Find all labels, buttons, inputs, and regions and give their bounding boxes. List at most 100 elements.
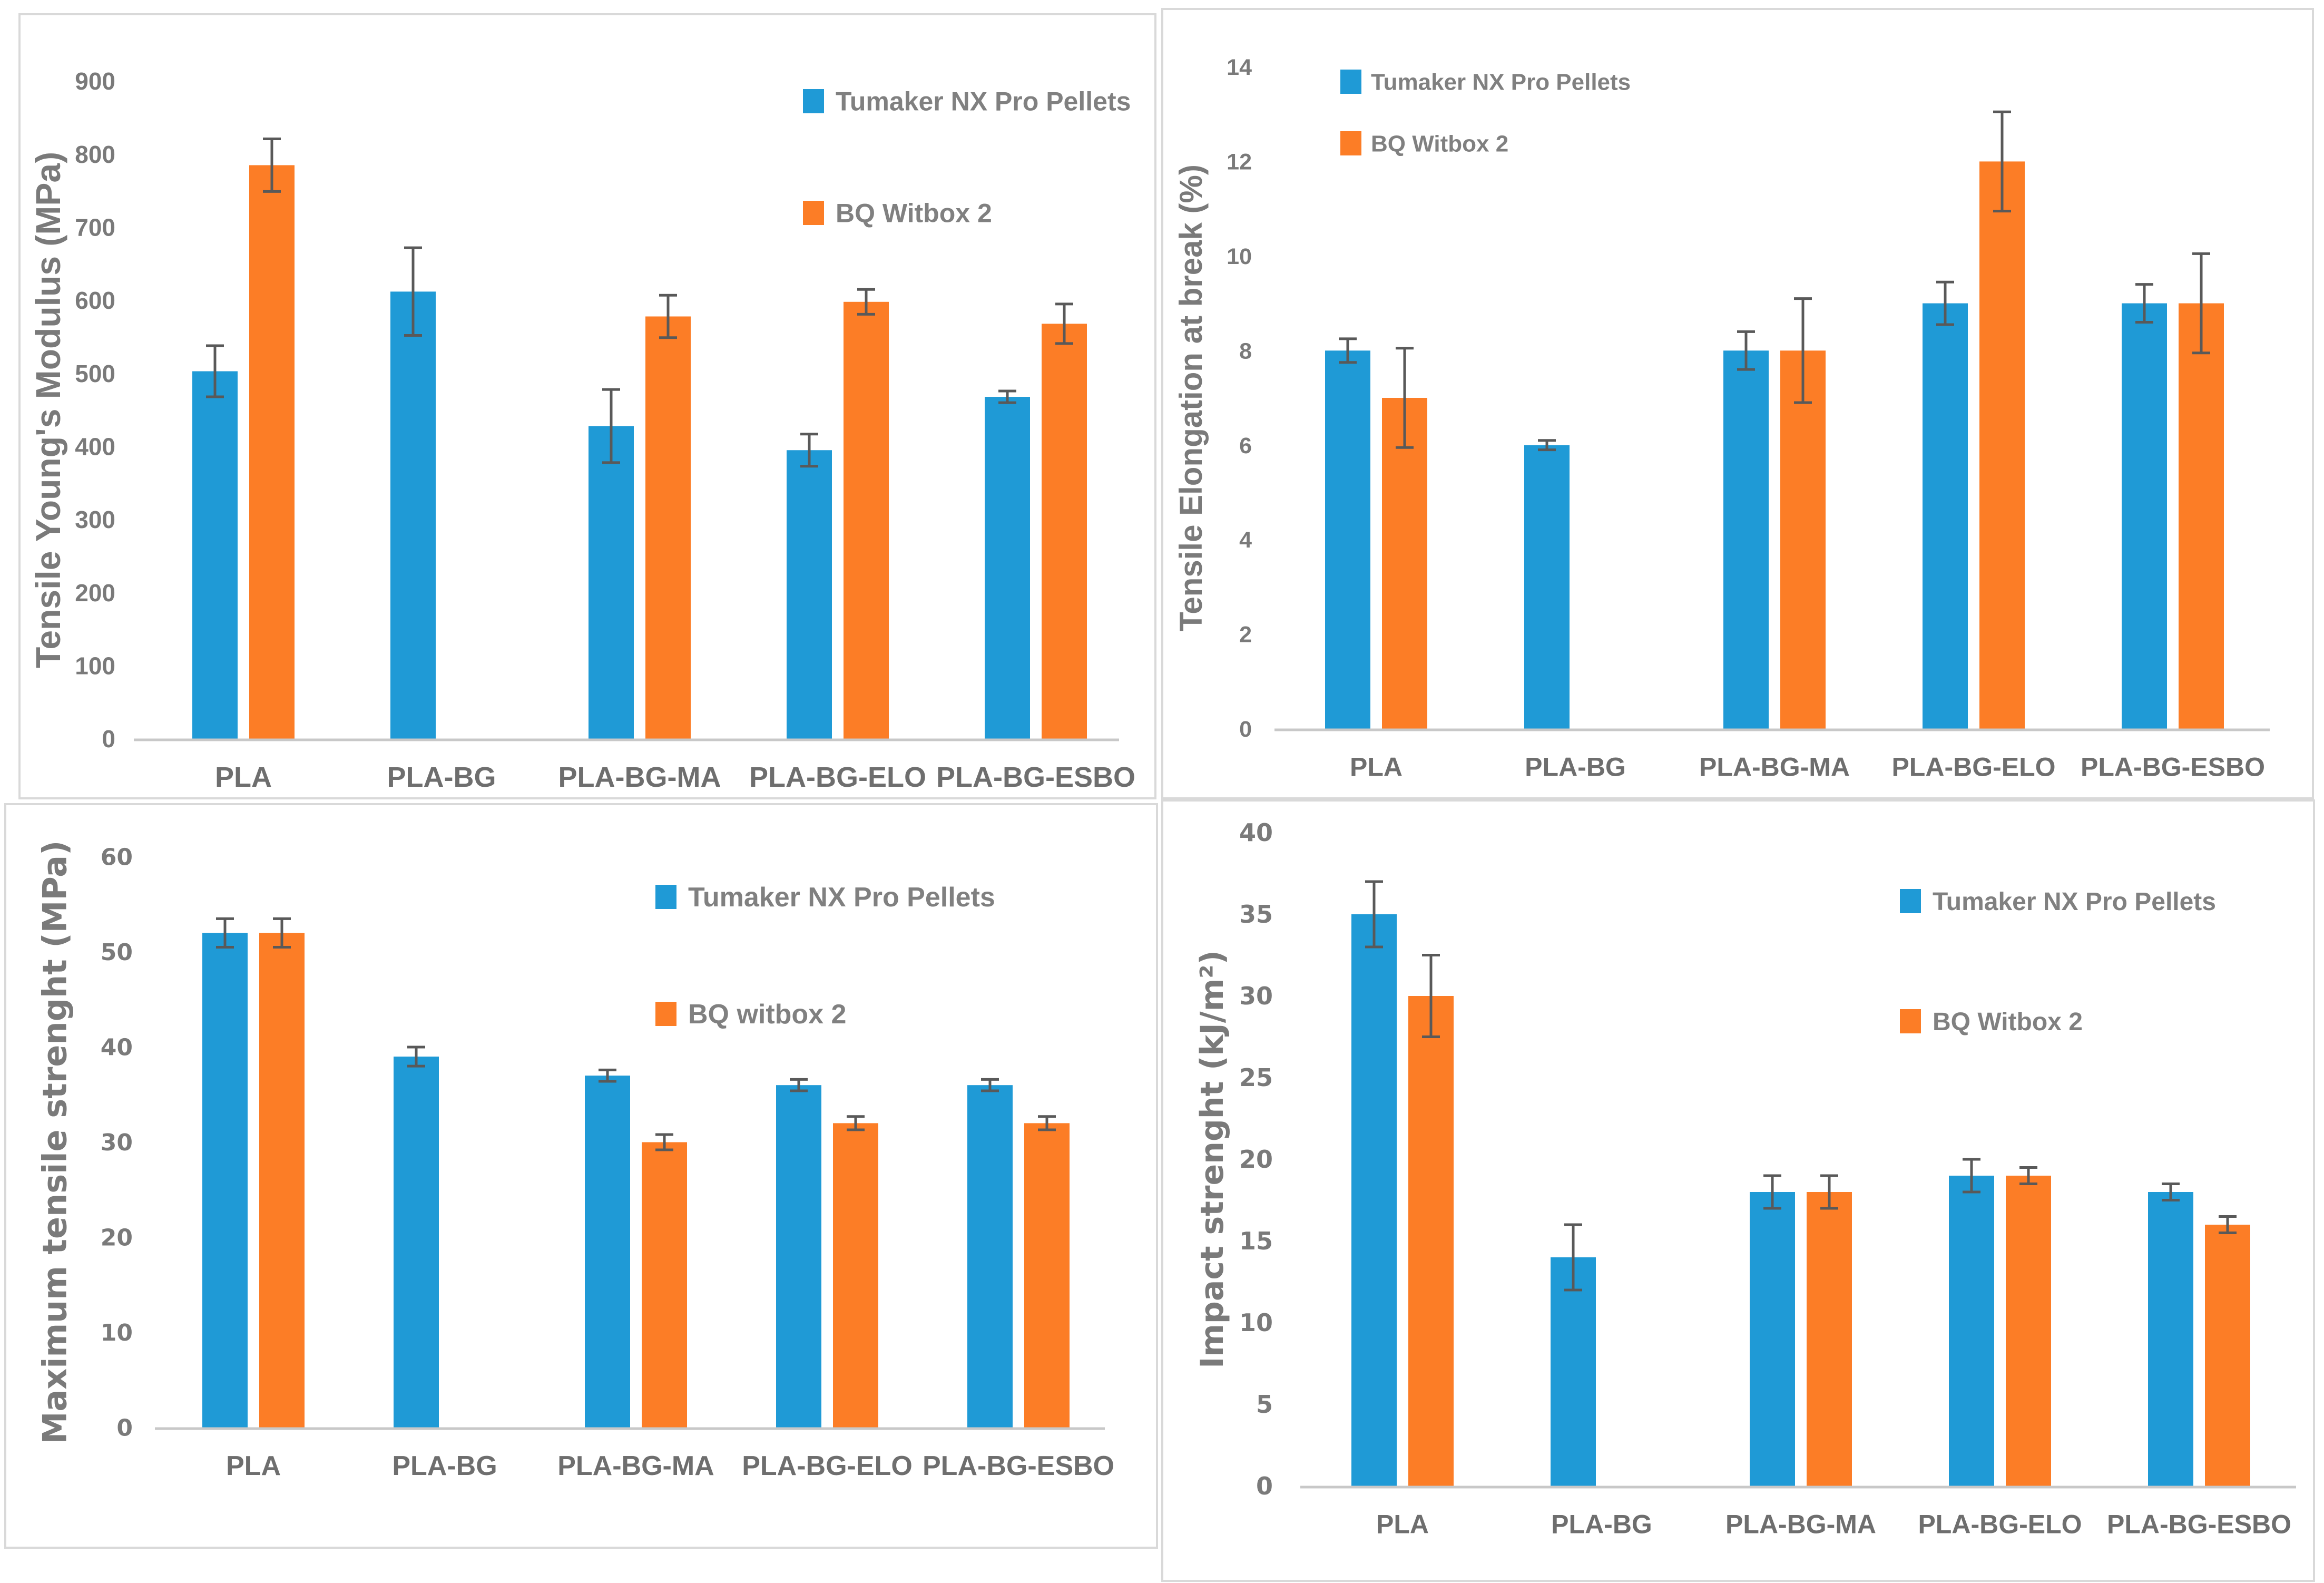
y-axis-title: Impact strenght (kJ/m²) [1194, 950, 1231, 1369]
bar [776, 1085, 821, 1428]
category-label: PLA-BG-MA [1699, 753, 1850, 782]
legend: Tumaker NX Pro Pellets BQ Witbox 2 [1340, 69, 1631, 157]
legend-label: BQ Witbox 2 [1933, 1008, 2083, 1036]
panel-tensile-elongation-chart: 0 2 4 6 8 10 12 14 Tensile Elongation at break (… [1161, 8, 2314, 799]
y-tick-label: 300 [75, 506, 115, 533]
y-tick-label: 2 [1239, 622, 1252, 648]
category-label: PLA-BG [387, 761, 496, 793]
bar [1979, 161, 2025, 729]
category-label: PLA-BG-MA [558, 761, 721, 793]
legend-label: BQ Witbox 2 [1371, 131, 1508, 157]
category-label: PLA-BG-ELO [742, 1451, 913, 1481]
bar [589, 426, 634, 739]
category-label: PLA-BG-ESBO [2107, 1510, 2291, 1539]
category-label: PLA-BG [392, 1451, 497, 1481]
legend-swatch [1340, 70, 1361, 94]
y-tick-label: 10 [1239, 1308, 1273, 1337]
y-tick-label: 6 [1239, 433, 1252, 458]
maximum-tensile-strenght-chart: 0 10 20 30 40 50 60 Maximum tensile strenght (M… [36, 841, 1114, 1482]
y-axis-tick-labels: 0 100 200 300 400 500 600 700 800 900 [75, 67, 115, 753]
bar [2205, 1225, 2250, 1486]
y-tick-label: 25 [1239, 1063, 1273, 1092]
bar [787, 450, 832, 739]
y-tick-label: 0 [1239, 717, 1252, 742]
y-tick-label: 14 [1227, 55, 1252, 80]
legend-swatch [1900, 889, 1921, 913]
legend-label: Tumaker NX Pro Pellets [1933, 888, 2216, 916]
legend-swatch [655, 885, 676, 909]
y-tick-label: 0 [102, 725, 115, 753]
y-tick-label: 10 [101, 1320, 133, 1346]
category-label: PLA [1376, 1510, 1429, 1539]
y-tick-label: 40 [1239, 818, 1273, 847]
y-tick-label: 4 [1239, 527, 1252, 553]
y-tick-label: 100 [75, 652, 115, 679]
bar [1807, 1192, 1852, 1486]
bar [2006, 1176, 2051, 1486]
bar [967, 1085, 1013, 1428]
bars [1351, 914, 2250, 1486]
y-tick-label: 10 [1227, 244, 1252, 269]
error-bars [1365, 880, 2237, 1292]
bar [2148, 1192, 2193, 1486]
y-tick-label: 40 [101, 1034, 133, 1061]
bar [1325, 350, 1370, 729]
bar [394, 1057, 439, 1428]
tensile-elongation-chart: 0 2 4 6 8 10 12 14 Tensile Elongation at break (… [1173, 55, 2270, 782]
legend-label: Tumaker NX Pro Pellets [688, 882, 995, 913]
y-tick-label: 900 [75, 67, 115, 95]
bar [1524, 445, 1570, 729]
category-label: PLA [1350, 753, 1403, 782]
bar [645, 316, 691, 739]
y-tick-label: 20 [101, 1224, 133, 1251]
category-label: PLA-BG-MA [557, 1451, 714, 1481]
y-tick-label: 35 [1239, 900, 1273, 929]
bar [1351, 914, 1397, 1486]
category-label: PLA-BG-ELO [1918, 1510, 2082, 1539]
tensile-youngs-modulus-chart: 0 100 200 300 400 500 600 700 800 900 Tensile Youn… [28, 67, 1135, 793]
y-tick-label: 60 [101, 844, 133, 871]
bar [844, 301, 889, 739]
bars [202, 933, 1070, 1428]
legend-swatch [655, 1002, 676, 1026]
category-label: PLA-BG-ESBO [923, 1451, 1114, 1481]
y-tick-label: 200 [75, 579, 115, 607]
legend: Tumaker NX Pro Pellets BQ Witbox 2 [803, 87, 1131, 228]
y-tick-label: 15 [1239, 1227, 1273, 1255]
bar [1723, 350, 1769, 729]
legend-label: Tumaker NX Pro Pellets [836, 87, 1131, 116]
y-tick-label: 50 [101, 939, 133, 966]
category-label: PLA-BG-ESBO [936, 761, 1135, 793]
legend-label: BQ witbox 2 [688, 999, 846, 1030]
category-label: PLA [215, 761, 272, 793]
legend-label: BQ Witbox 2 [836, 199, 992, 228]
y-tick-label: 30 [101, 1129, 133, 1156]
y-tick-label: 600 [75, 287, 115, 314]
bar [1382, 398, 1427, 729]
bars [192, 165, 1087, 739]
y-tick-label: 400 [75, 433, 115, 460]
bar [1750, 1192, 1795, 1486]
error-bars [1339, 110, 2210, 452]
bar [833, 1123, 878, 1428]
y-axis-title: Maximum tensile strenght (MPa) [36, 841, 74, 1444]
y-tick-label: 500 [75, 360, 115, 387]
error-bars [216, 917, 1056, 1151]
bar [1408, 996, 1454, 1486]
legend-swatch [803, 201, 824, 225]
bar [1949, 1176, 1994, 1486]
y-tick-label: 8 [1239, 338, 1252, 364]
y-tick-label: 800 [75, 141, 115, 168]
bar [390, 291, 436, 739]
legend: Tumaker NX Pro Pellets BQ witbox 2 [655, 882, 995, 1030]
legend-swatch [1900, 1009, 1921, 1033]
y-axis-title: Tensile Elongation at break (%) [1173, 164, 1209, 631]
category-label: PLA [226, 1451, 281, 1481]
legend-swatch [1340, 131, 1361, 155]
legend-label: Tumaker NX Pro Pellets [1371, 69, 1631, 95]
category-label: PLA-BG-MA [1725, 1510, 1876, 1539]
category-label: PLA-BG-ELO [749, 761, 926, 793]
bar [985, 397, 1030, 739]
impact-strenght-chart: 0 5 10 15 20 25 30 35 40 Impact strenght (kJ/m²) P… [1194, 818, 2296, 1539]
y-axis-tick-labels: 0 10 20 30 40 50 60 [101, 844, 133, 1441]
